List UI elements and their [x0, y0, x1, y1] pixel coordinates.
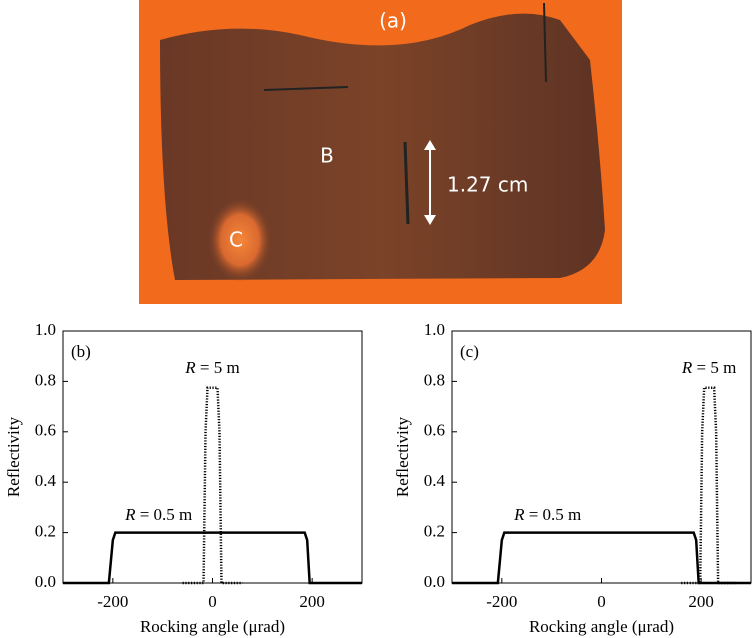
series-line	[681, 386, 737, 585]
series-label: R = 0.5 m	[513, 505, 581, 524]
marker-line	[403, 141, 410, 225]
series-label: R = 0.5 m	[124, 505, 192, 524]
panel-label: (b)	[71, 342, 91, 361]
x-tick-label: 0	[597, 592, 606, 611]
y-tick-label: 0.6	[424, 421, 445, 440]
crystal-region	[160, 13, 605, 280]
photo: (a) B C 1.27 cm	[139, 0, 622, 304]
x-tick-label: 200	[688, 592, 714, 611]
x-tick-label: 200	[299, 592, 325, 611]
series-label: R = 5 m	[184, 358, 239, 377]
y-tick-label: 0.0	[424, 572, 445, 591]
x-tick-label: 0	[208, 592, 217, 611]
y-tick-label: 0.2	[35, 522, 56, 541]
series-line	[182, 386, 243, 585]
x-axis-label: Rocking angle (μrad)	[529, 617, 674, 636]
x-tick-label: -200	[97, 592, 128, 611]
y-tick-label: 0.8	[424, 370, 445, 389]
y-tick-label: 0.0	[35, 572, 56, 591]
y-tick-label: 0.6	[35, 421, 56, 440]
y-tick-label: 1.0	[424, 320, 445, 339]
scale-arrowheads	[424, 140, 436, 225]
series-label: R = 5 m	[681, 358, 736, 377]
marker-line	[543, 2, 547, 83]
x-axis-label: Rocking angle (μrad)	[140, 617, 285, 636]
y-axis-label: Reflectivity	[393, 416, 412, 497]
y-tick-label: 0.8	[35, 370, 56, 389]
y-tick-label: 0.4	[35, 471, 57, 490]
region-label: B	[320, 144, 334, 168]
panel-label: (a)	[379, 9, 407, 33]
scale-label: 1.27 cm	[447, 173, 528, 197]
region-label: C	[229, 228, 243, 252]
chart: 0.0 0.2 0.4 0.6 0.8 1.0 -200 0 200 Rocking angle …	[4, 320, 363, 636]
marker-line	[263, 86, 349, 91]
spot-c	[208, 198, 272, 282]
panel-label: (c)	[460, 342, 479, 361]
y-tick-label: 0.2	[424, 522, 445, 541]
y-axis-label: Reflectivity	[4, 416, 23, 497]
chart: 0.0 0.2 0.4 0.6 0.8 1.0 -200 0 200 Rocking angle …	[393, 320, 752, 636]
series-line	[452, 531, 751, 585]
y-tick-label: 0.4	[424, 471, 446, 490]
y-tick-label: 1.0	[35, 320, 56, 339]
series-line	[63, 531, 362, 585]
x-tick-label: -200	[486, 592, 517, 611]
